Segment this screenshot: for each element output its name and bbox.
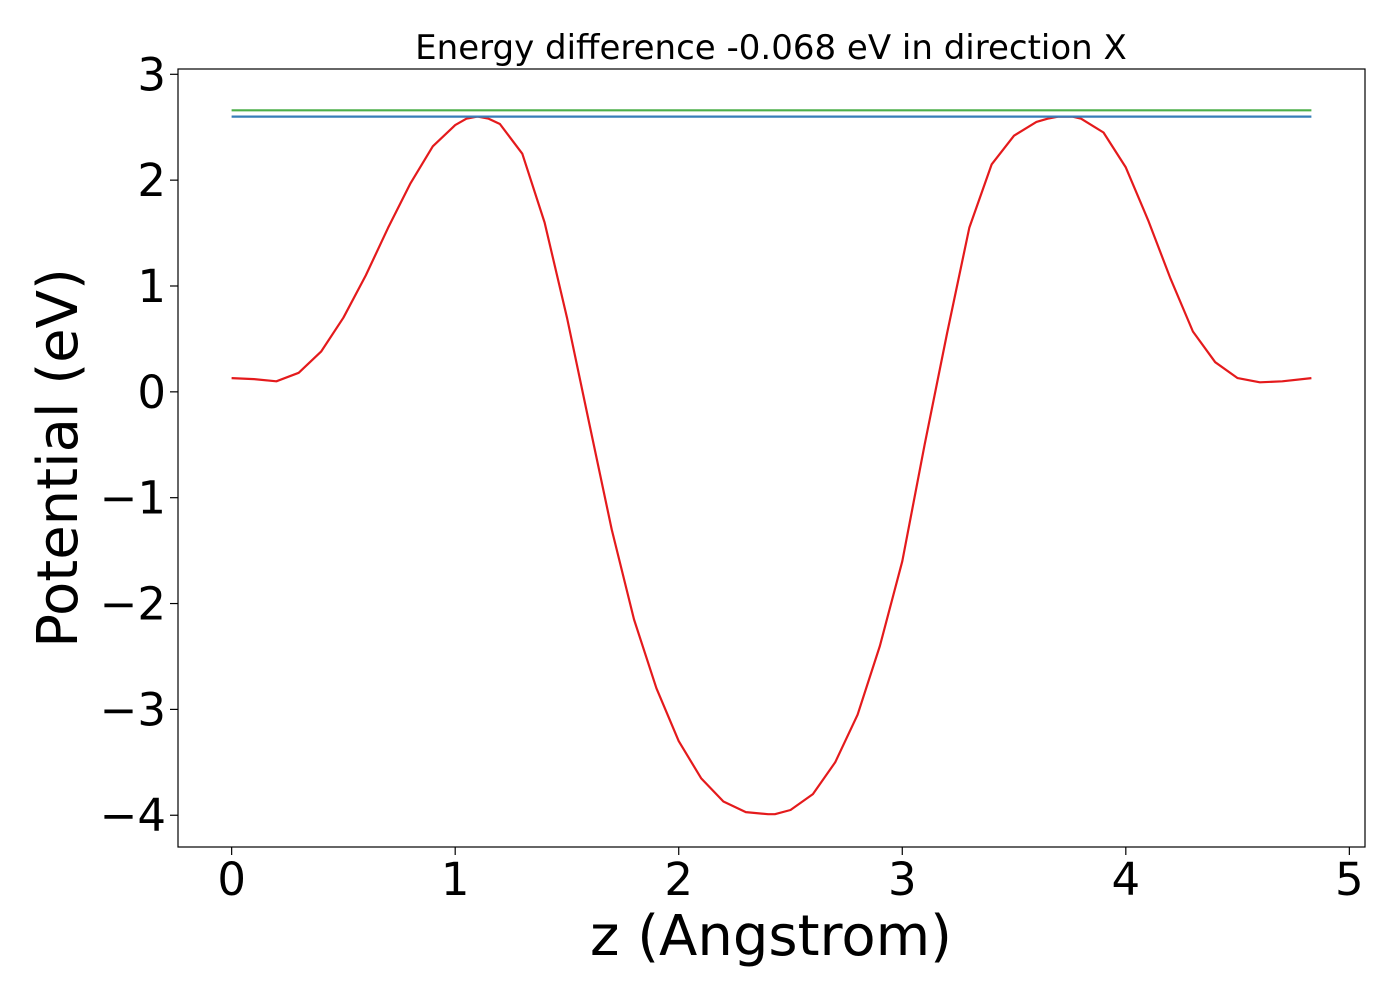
x-tick-label: 3 — [888, 853, 917, 906]
x-axis-ticks: 0 1 2 3 4 5 — [217, 847, 1364, 906]
y-tick-label: −1 — [100, 472, 166, 525]
y-tick-label: 2 — [137, 154, 166, 207]
x-tick-label: 1 — [441, 853, 470, 906]
x-axis-label: z (Angstrom) — [590, 904, 952, 969]
y-tick-label: 3 — [137, 48, 166, 101]
x-tick-label: 2 — [664, 853, 693, 906]
y-tick-label: −3 — [100, 683, 166, 736]
y-tick-label: 0 — [137, 366, 166, 419]
y-tick-label: −4 — [100, 789, 166, 842]
y-tick-label: −2 — [100, 578, 166, 631]
x-tick-label: 5 — [1335, 853, 1364, 906]
y-axis-ticks: −4 −3 −2 −1 0 1 2 3 — [100, 48, 178, 842]
x-tick-label: 0 — [217, 853, 246, 906]
chart-title: Energy difference -0.068 eV in direction… — [415, 28, 1127, 68]
plot-area — [178, 69, 1365, 847]
plot-frame — [177, 68, 1366, 848]
y-tick-label: 1 — [137, 260, 166, 313]
series-line-1 — [231, 115, 1312, 816]
series-layer — [231, 109, 1312, 816]
x-tick-label: 4 — [1111, 853, 1140, 906]
y-axis-label: Potential (eV) — [26, 268, 91, 648]
